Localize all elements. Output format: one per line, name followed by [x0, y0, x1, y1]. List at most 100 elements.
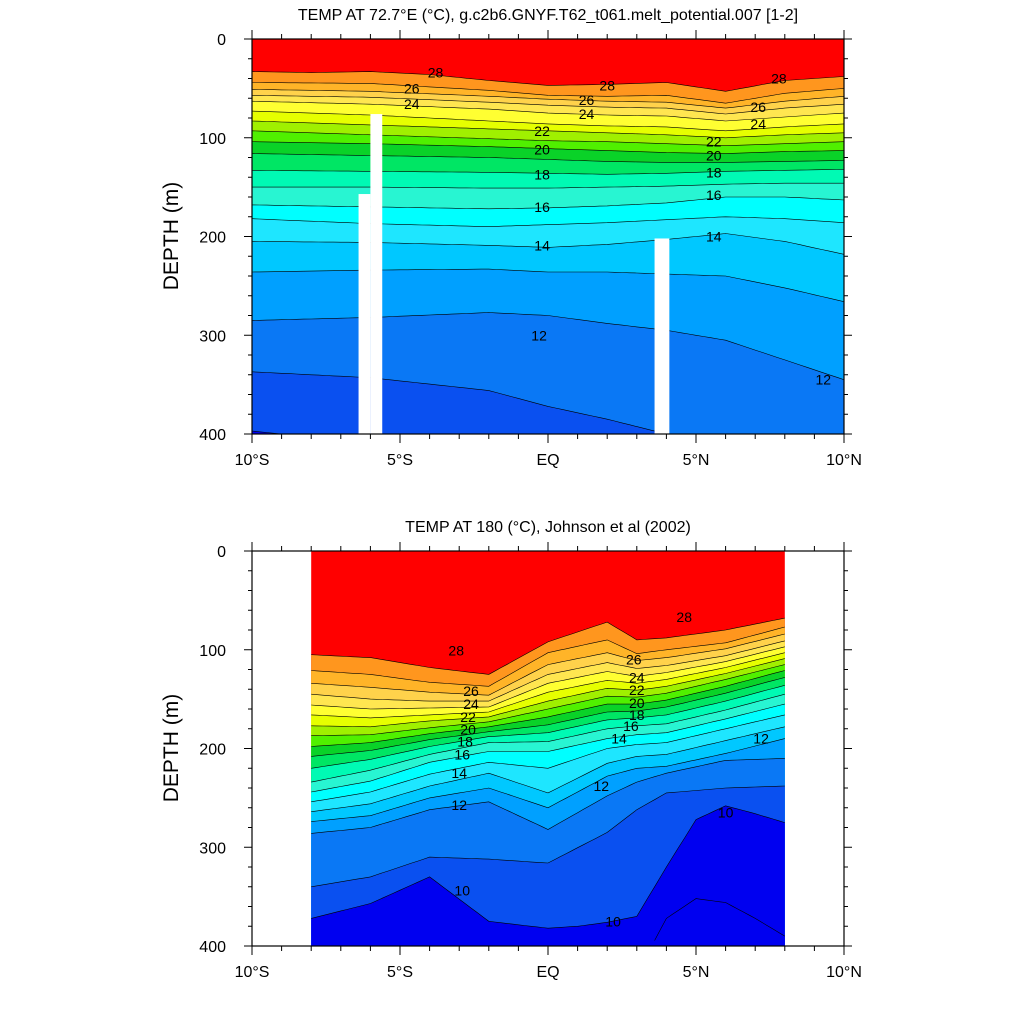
x-tick-label: EQ: [536, 452, 559, 469]
contour-label: 20: [460, 722, 476, 738]
x-tick-label: 5°S: [387, 964, 413, 981]
isotherm-11: [252, 371, 844, 434]
contour-label: 12: [816, 372, 832, 388]
panel-bottom-fill: [311, 551, 785, 946]
x-tick-label: EQ: [536, 964, 559, 981]
contour-label: 14: [611, 731, 627, 747]
x-tick-label: 10°S: [235, 964, 270, 981]
y-tick-label: 400: [199, 939, 226, 956]
isotherm-27: [252, 82, 844, 104]
contour-label: 22: [460, 709, 476, 725]
contour-label: 24: [579, 106, 595, 122]
contour-label: 12: [753, 731, 769, 747]
contour-label: 22: [629, 682, 645, 698]
contour-label: 26: [626, 652, 642, 668]
contour-label: 26: [404, 80, 420, 96]
contour-label: 24: [463, 696, 479, 712]
isotherm-14: [311, 726, 785, 812]
isotherm-26: [311, 633, 785, 696]
panel-top-y-axis-label: DEPTH (m): [160, 182, 183, 291]
contour-label: 26: [463, 683, 479, 699]
panel-top-ticks: 0 100 200 300 400 10°S 5°S EQ 5°N 10°N: [199, 30, 862, 469]
x-tick-label: 5°S: [387, 452, 413, 469]
contour-label: 24: [629, 669, 645, 685]
contour-label: 24: [404, 96, 420, 112]
contour-label: 26: [750, 99, 766, 115]
contour-label: 22: [706, 134, 722, 150]
panel-bottom-title: TEMP AT 180 (°C), Johnson et al (2002): [405, 519, 691, 536]
isotherm-25: [252, 95, 844, 115]
band-10: [252, 371, 844, 434]
x-tick-label: 10°S: [235, 452, 270, 469]
panel-top-contour-lines: [252, 71, 844, 434]
x-tick-label: 10°N: [826, 452, 862, 469]
contour-label: 12: [594, 778, 610, 794]
contour-label: 20: [706, 148, 722, 164]
panel-top-missing-data: [358, 114, 670, 434]
panel-top-title: TEMP AT 72.7°E (°C), g.c2b6.GNYF.T62_t06…: [298, 7, 798, 24]
y-tick-label: 300: [199, 328, 226, 345]
contour-label: 10: [605, 913, 621, 929]
panel-top-fill: [252, 39, 844, 434]
isotherm-27: [311, 626, 785, 687]
contour-label: 28: [428, 65, 444, 81]
y-tick-label: 0: [217, 32, 226, 49]
contour-label: 12: [531, 327, 547, 343]
contour-label: 10: [454, 883, 470, 899]
isotherm-15: [252, 216, 844, 227]
isotherm-21: [252, 130, 844, 147]
isotherm-28: [311, 617, 785, 675]
band-8: [651, 898, 785, 946]
isotherm-9: [654, 898, 785, 941]
contour-label: 16: [623, 718, 639, 734]
contour-label: 10: [718, 805, 734, 821]
contour-label: 20: [534, 142, 550, 158]
isotherm-23: [311, 652, 785, 719]
contour-label: 14: [451, 765, 467, 781]
isotherm-16: [252, 196, 844, 210]
contour-label: 28: [448, 643, 464, 659]
contour-label: 16: [534, 199, 550, 215]
isotherm-12: [311, 758, 785, 834]
isotherm-24: [252, 100, 844, 122]
isotherm-13: [252, 268, 844, 302]
isotherm-19: [252, 153, 844, 163]
contour-label: 22: [534, 123, 550, 139]
contour-label: 18: [534, 166, 550, 182]
contour-label: 26: [579, 92, 595, 108]
missing-data-column: [358, 194, 371, 434]
contour-label: 14: [534, 237, 550, 253]
isotherm-20: [311, 670, 785, 747]
contour-label: 24: [750, 116, 766, 132]
x-tick-label: 5°N: [683, 452, 710, 469]
isotherm-16: [311, 703, 785, 793]
panel-bottom: TEMP AT 180 (°C), Johnson et al (2002) 2…: [160, 519, 862, 981]
isotherm-20: [252, 141, 844, 154]
contour-label: 18: [629, 707, 645, 723]
isotherm-26: [252, 89, 844, 109]
isotherm-21: [311, 664, 785, 736]
contour-label: 20: [629, 695, 645, 711]
isotherm-10: [311, 805, 785, 929]
y-tick-label: 200: [199, 230, 226, 247]
isotherm-22: [311, 658, 785, 728]
isotherm-18: [252, 169, 844, 175]
isotherm-23: [252, 110, 844, 132]
isotherm-15: [311, 714, 785, 803]
isotherm-17: [311, 693, 785, 783]
contour-label: 14: [706, 229, 722, 245]
y-tick-label: 100: [199, 131, 226, 148]
contour-label: 18: [457, 734, 473, 750]
band-9: [252, 431, 312, 434]
isotherm-25: [311, 640, 785, 702]
contour-label: 28: [599, 77, 615, 93]
isotherm-17: [252, 182, 844, 189]
panel-bottom-y-axis-label: DEPTH (m): [160, 694, 183, 803]
x-tick-label: 10°N: [826, 964, 862, 981]
isotherm-11: [311, 785, 785, 888]
contour-label: 12: [451, 797, 467, 813]
y-tick-label: 0: [217, 544, 226, 561]
y-tick-label: 200: [199, 742, 226, 759]
missing-data-column: [654, 238, 670, 434]
